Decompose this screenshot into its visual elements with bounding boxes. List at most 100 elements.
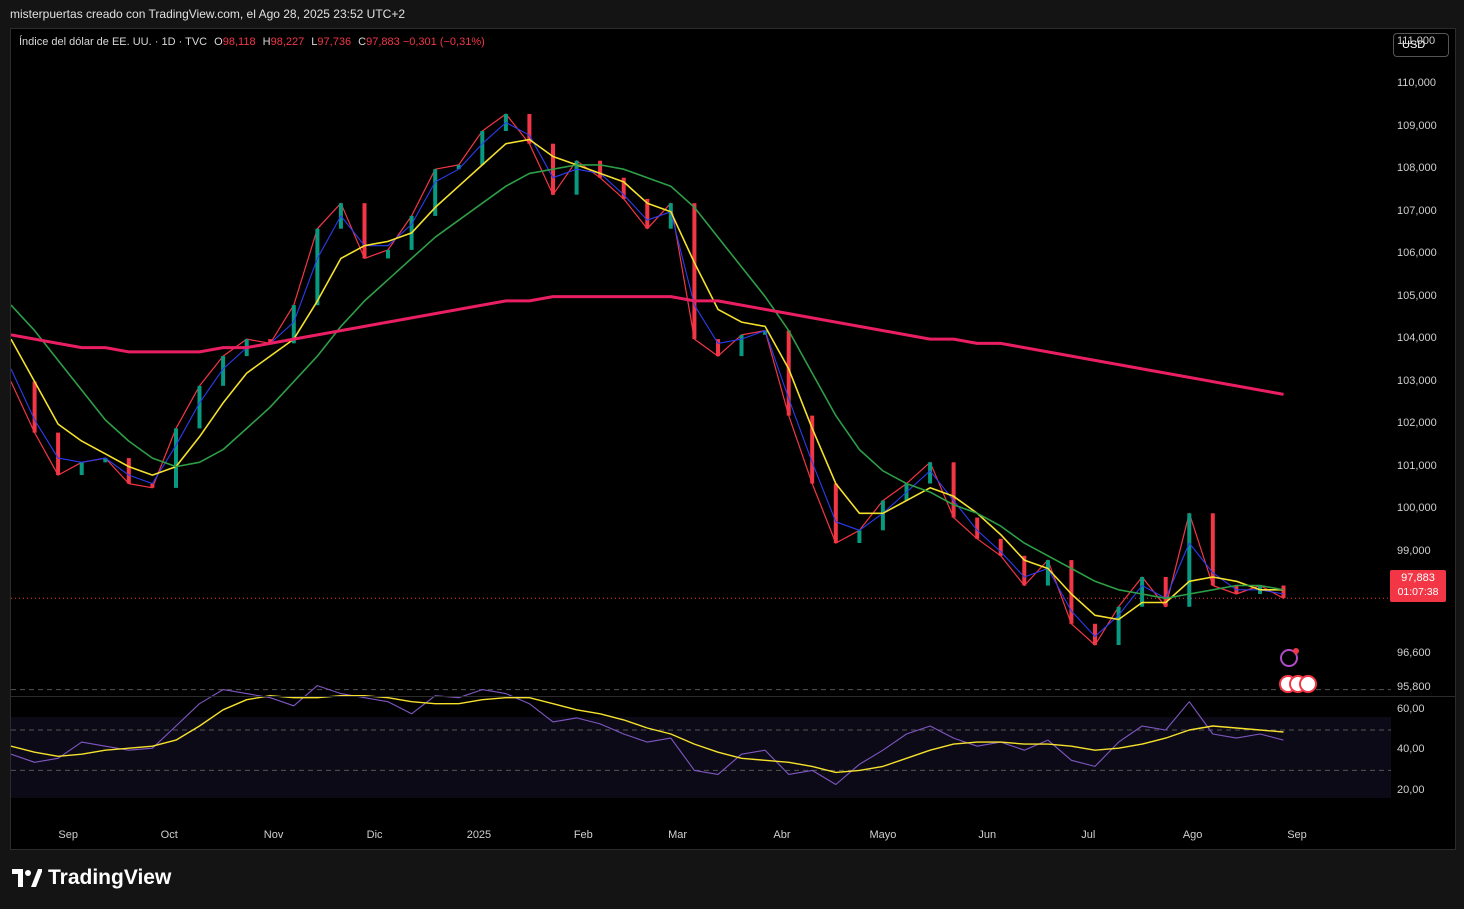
rsi-line [11,685,1284,786]
currency-button[interactable]: USD [1393,33,1449,57]
candle-body [1187,513,1192,607]
price-tick-label: 102,000 [1397,417,1437,430]
candle-body [1045,560,1050,586]
candle-body [221,356,226,386]
time-tick-label: Mar [668,829,688,841]
candle-body [739,334,744,357]
close-label: C [358,36,367,48]
rsi-tick-label: 60,00 [1397,702,1425,715]
time-tick-label: Feb [573,829,593,841]
time-tick-label: Sep [58,829,79,841]
chart-frame[interactable]: Índice del dólar de EE. UU. · 1D · TVC O… [10,28,1456,850]
time-tick-label: Oct [160,829,178,841]
candle-body [716,339,720,357]
ema-yellow-line [11,138,1284,621]
candle-body [668,203,673,229]
candle-body [1140,577,1145,607]
price-tick-label: 100,000 [1397,502,1437,515]
price-tick-label: 104,000 [1397,332,1437,345]
high-label: H [262,36,271,48]
candle-body [362,203,367,259]
candle-body [291,305,296,344]
last-price-tag: 97,883 01:07:38 [1390,570,1446,602]
candle-body [857,530,862,543]
time-tick-label: Ago [1182,829,1203,841]
bar-countdown: 01:07:38 [1397,586,1439,598]
candle-body [79,462,84,475]
price-tick-label: 110,000 [1397,77,1436,90]
price-tick-label: 103,000 [1397,374,1437,387]
time-tick-label: Abr [773,829,791,841]
price-tick-label: 106,000 [1397,247,1437,260]
time-tick-label: Nov [263,829,284,841]
price-tick-label: 101,000 [1397,459,1437,472]
time-tick-label: Jun [978,829,997,841]
low-value: 97,736 [317,36,352,48]
time-tick-label: Mayo [869,829,897,841]
candle-body [928,462,933,484]
price-tick-label: 109,000 [1397,119,1437,132]
open-value: 98,118 [222,36,256,48]
symbol-name[interactable]: Índice del dólar de EE. UU. · 1D · TVC [19,36,208,48]
price-tick-label: 105,000 [1397,289,1437,302]
chart-caption: misterpuertas creado con TradingView.com… [10,7,406,21]
price-tick-label: 96,600 [1397,646,1431,659]
time-tick-label: Jul [1081,829,1096,841]
candle-body [880,500,885,531]
candle-body [268,339,273,344]
candle-body [598,160,603,178]
lightning-event-icon[interactable] [1280,648,1299,667]
price-close-line [11,113,1284,646]
candle-body [126,458,131,484]
chart-canvas[interactable] [11,29,1455,849]
time-tick-label: 2025 [466,829,492,841]
symbol-legend[interactable]: Índice del dólar de EE. UU. · 1D · TVC O… [19,36,485,48]
candle-body [433,169,438,216]
candle-body [197,385,202,429]
high-value: 98,227 [270,36,305,48]
price-tick-label: 95,800 [1397,680,1431,693]
close-value: 97,883 [366,36,400,48]
rsi-tick-label: 40,00 [1397,743,1425,756]
low-label: L [311,36,318,48]
candle-body [786,330,791,416]
price-tick-label: 107,000 [1397,204,1437,217]
change-value: −0,301 (−0,31%) [402,36,485,48]
candle-body [763,330,768,335]
candle-body [456,164,461,170]
brand-name: TradingView [48,866,172,889]
time-tick-label: Dic [366,829,383,841]
candle-body [315,228,320,306]
tradingview-logo-icon [12,869,42,887]
candle-body [621,177,626,199]
candle-body [1116,606,1121,645]
open-label: O [214,36,223,48]
rsi-ma-line [11,695,1284,774]
candle-body [975,517,980,539]
tradingview-logo[interactable]: TradingView [12,866,171,890]
candle-body [951,462,956,518]
price-tick-label: 111,000 [1397,34,1436,47]
candle-body [692,203,697,340]
candle-body [998,538,1003,556]
candle-body [574,160,579,195]
candle-body [386,249,390,259]
candle-body [103,458,108,463]
candle-body [1210,513,1215,586]
last-price-value: 97,883 [1401,572,1435,584]
candle-body [1022,555,1027,586]
candle-body [150,483,155,488]
ema-fast-line [11,121,1284,638]
economic-events-icon[interactable] [1279,675,1323,695]
pane-divider[interactable] [11,696,1455,697]
candle-body [1281,585,1286,599]
candle-body [174,428,178,488]
rsi-tick-label: 20,00 [1397,783,1425,796]
candle-body [810,415,815,484]
sma-200-line [11,295,1284,396]
candle-body [1093,623,1097,645]
candle-body [645,198,650,229]
time-tick-label: Sep [1287,829,1307,841]
price-tick-label: 99,000 [1397,544,1431,557]
candle-body [833,483,838,544]
